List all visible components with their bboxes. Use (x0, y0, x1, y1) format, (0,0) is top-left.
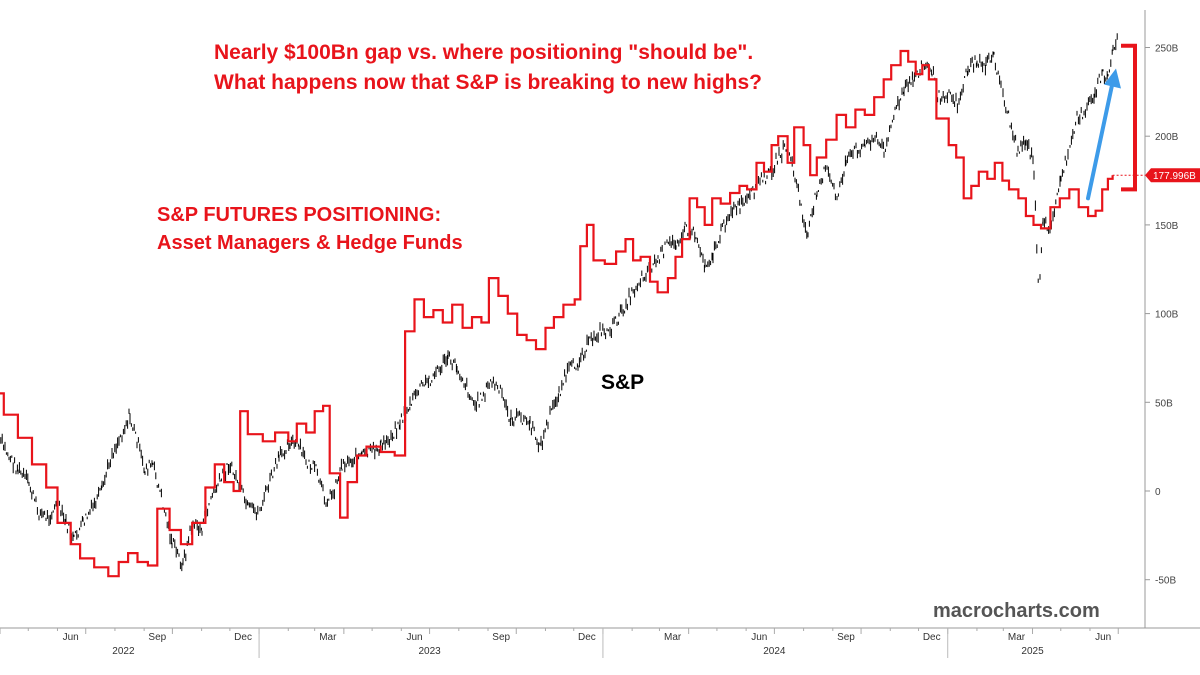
positioning-title: S&P FUTURES POSITIONING: (157, 204, 442, 226)
x-axis: Jun Sep Dec Mar Jun Sep Dec Mar Jun Sep Dec Mar Jun 2… (0, 627, 1200, 658)
x-month-label: Sep (492, 632, 510, 643)
positioning-line (0, 49, 1114, 578)
y-tick-label: 200B (1155, 132, 1179, 143)
y-tick-label: 50B (1155, 398, 1173, 409)
y-tick-label: -50B (1155, 576, 1176, 587)
x-month-label: Jun (63, 632, 79, 643)
x-month-label: Sep (837, 632, 855, 643)
positioning-series (0, 49, 1114, 578)
up-arrow-shaft (1086, 78, 1115, 201)
sp-series (0, 33, 1118, 572)
x-year-label: 2023 (418, 646, 441, 657)
x-month-label: Dec (578, 632, 596, 643)
x-month-label: Jun (751, 632, 767, 643)
x-month-label: Mar (1008, 632, 1026, 643)
x-month-label: Mar (664, 632, 682, 643)
y-tick-label: 250B (1155, 44, 1179, 55)
x-year-label: 2024 (763, 646, 786, 657)
x-year-label: 2022 (112, 646, 135, 657)
x-month-label: Mar (319, 632, 337, 643)
y-tick-label: 0 (1155, 487, 1161, 498)
sp-series-label: S&P (601, 371, 645, 394)
annotation-overlays: 177.996B (1086, 43, 1200, 201)
x-year-label: 2025 (1021, 646, 1044, 657)
x-month-label: Sep (148, 632, 166, 643)
x-month-label: Jun (1095, 632, 1111, 643)
positioning-subtitle: Asset Managers & Hedge Funds (157, 232, 463, 254)
gap-bracket (1121, 43, 1137, 192)
y-tick-label: 150B (1155, 221, 1179, 232)
headline-line-1: Nearly $100Bn gap vs. where positioning … (214, 41, 754, 64)
last-value-tag (1145, 168, 1200, 183)
x-month-label: Jun (406, 632, 422, 643)
watermark: macrocharts.com (933, 600, 1100, 622)
x-month-label: Dec (234, 632, 252, 643)
up-arrow-head (1104, 68, 1121, 89)
last-value-text: 177.996B (1153, 171, 1196, 182)
sp-line (0, 33, 1118, 572)
y-axis: -50B 0 50B 100B 150B 200B 250B (1144, 10, 1179, 628)
headline-line-2: What happens now that S&P is breaking to… (214, 71, 762, 94)
y-tick-label: 100B (1155, 310, 1179, 321)
x-month-label: Dec (923, 632, 941, 643)
